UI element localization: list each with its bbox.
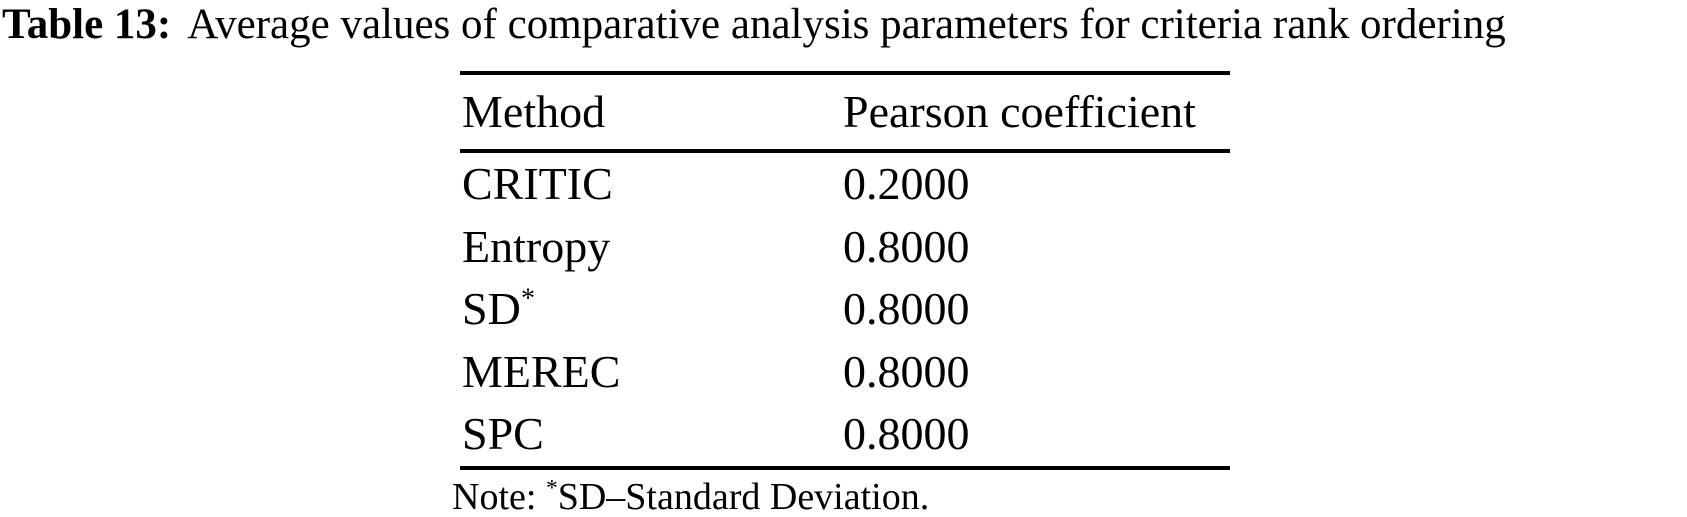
pearson-coefficient-cell: 0.2000 — [843, 158, 970, 209]
table-caption-text: Average values of comparative analysis p… — [187, 1, 1506, 48]
method-cell: SPC — [460, 403, 843, 466]
table-row: Entropy 0.8000 — [460, 216, 1230, 279]
table-caption-label: Table 13: — [2, 1, 172, 48]
method-cell: SD* — [460, 278, 843, 341]
method-label: MEREC — [462, 345, 621, 397]
footnote-marker: * — [545, 475, 558, 502]
column-header-method: Method — [462, 86, 606, 137]
method-label: SPC — [462, 408, 544, 459]
method-cell: MEREC — [460, 341, 843, 404]
table-row: MEREC 0.8000 — [460, 341, 1230, 404]
method-cell: CRITIC — [460, 153, 843, 216]
table-footnote: Note: *SD–Standard Deviation. — [452, 476, 929, 517]
pearson-coefficient-cell: 0.8000 — [843, 408, 970, 459]
comparison-table: Method Pearson coefficient CRITIC 0.2000… — [460, 71, 1230, 470]
table-header-row: Method Pearson coefficient — [460, 75, 1230, 153]
pearson-coefficient-cell: 0.8000 — [843, 283, 970, 334]
method-label: CRITIC — [462, 158, 613, 209]
method-cell: Entropy — [460, 216, 843, 279]
column-header-pearson-coefficient: Pearson coefficient — [843, 86, 1196, 137]
pearson-coefficient-cell: 0.8000 — [843, 220, 970, 272]
pearson-coefficient-cell: 0.8000 — [843, 345, 970, 397]
method-label: Entropy — [462, 220, 611, 272]
footnote-prefix: Note: — [452, 476, 546, 517]
footnote-marker: * — [520, 283, 536, 315]
table-row: SPC 0.8000 — [460, 403, 1230, 466]
footnote-text: SD–Standard Deviation. — [557, 476, 930, 517]
table-caption: Table 13: Average values of comparative a… — [2, 0, 1687, 50]
table-row: CRITIC 0.2000 — [460, 153, 1230, 216]
method-label: SD — [462, 283, 521, 334]
table-row: SD* 0.8000 — [460, 278, 1230, 341]
